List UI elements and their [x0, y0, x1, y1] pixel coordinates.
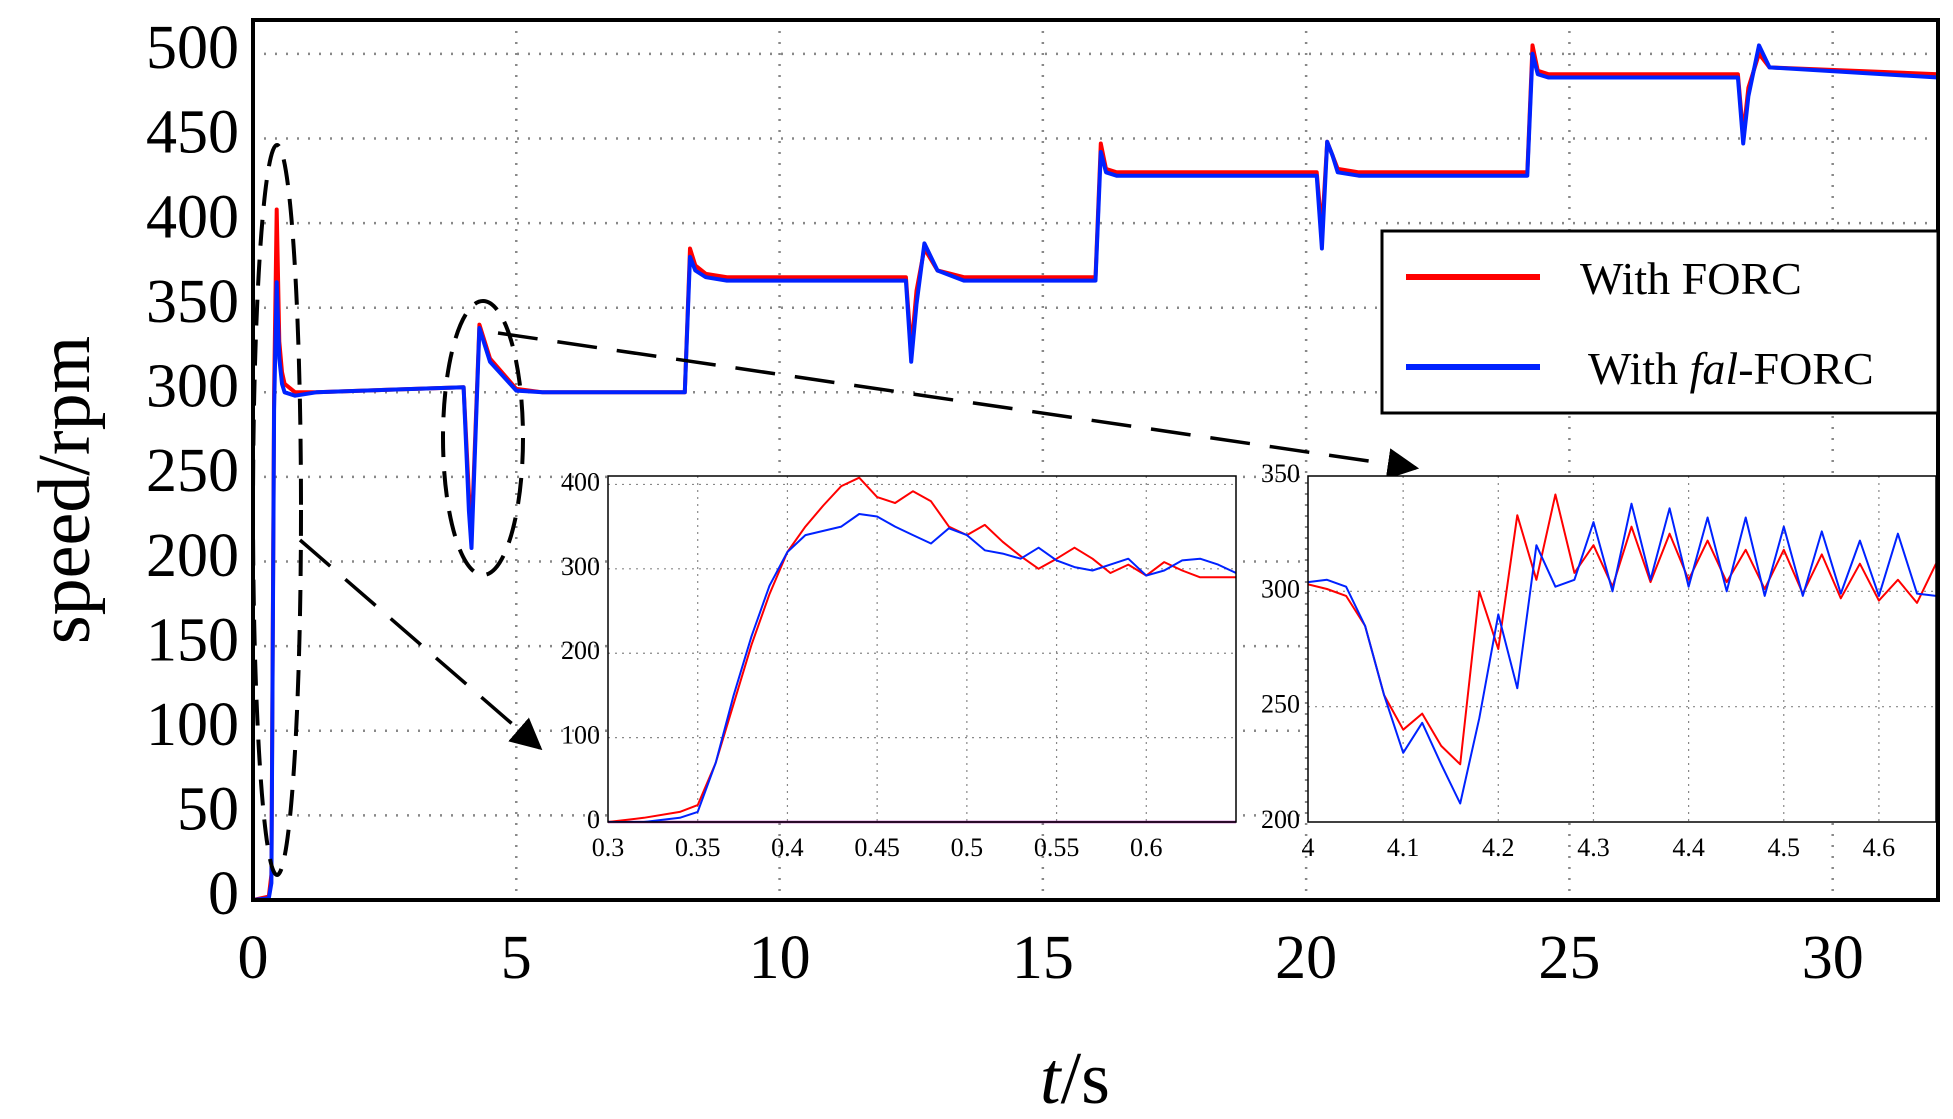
inset-disturbance-x-tick-label: 4.2 [1482, 833, 1515, 862]
legend-label-suffix: -FORC [1738, 343, 1873, 394]
inset-startup-y-tick-label: 200 [561, 636, 600, 665]
inset-disturbance-y-tick-label: 200 [1261, 805, 1300, 834]
main-y-tick-label: 300 [146, 353, 239, 421]
y-axis-label: speed/rpm [24, 336, 106, 644]
inset-disturbance-x-tick-label: 4.3 [1577, 833, 1610, 862]
legend-label-italic: fal [1690, 343, 1739, 394]
callout-arrow-startup [298, 538, 543, 751]
inset-startup-series-with-fal-forc [608, 513, 1236, 822]
main-y-tick-label: 400 [146, 183, 239, 251]
x-axis-label-unit: /s [1061, 1038, 1110, 1119]
main-x-tick-label: 10 [749, 924, 811, 992]
inset-disturbance-frame [1307, 475, 1937, 823]
inset-disturbance-x-tick-label: 4.1 [1387, 833, 1420, 862]
zoom-ellipse-disturbance [441, 299, 525, 577]
inset-startup-y-tick-label: 100 [561, 721, 600, 750]
inset-startup-y-tick-label: 400 [561, 467, 600, 496]
inset-startup-series-with-forc [608, 476, 1236, 822]
inset-disturbance: 4 4.1 4.2 4.3 4.4 4.5 4.6 200 250 300 350 [1261, 459, 1937, 862]
main-y-tick-label: 100 [146, 691, 239, 759]
inset-startup: 0.3 0.35 0.4 0.45 0.5 0.55 0.6 0 100 200 300 400 [561, 467, 1237, 862]
inset-disturbance-series [1308, 493, 1936, 805]
callout-arrow-disturbance [497, 331, 1420, 480]
main-y-tick-label: 150 [146, 606, 239, 674]
inset-disturbance-x-tick-label: 4.4 [1672, 833, 1705, 862]
main-y-tick-label: 200 [146, 522, 239, 590]
inset-startup-x-tick-label: 0.45 [854, 833, 900, 862]
main-ticks: 0 5 10 15 20 25 300501001502002503003504004505… [146, 14, 1864, 992]
inset-disturbance-ticks: 4 4.1 4.2 4.3 4.4 4.5 4.6 200 250 300 350 [1261, 459, 1895, 862]
main-y-tick-label: 50 [177, 776, 239, 844]
legend: With FORC With fal-FORC [1380, 229, 1940, 415]
inset-startup-x-tick-label: 0.4 [771, 833, 804, 862]
inset-startup-y-tick-label: 300 [561, 552, 600, 581]
legend-label-with-forc-text: With FORC [1580, 253, 1802, 304]
main-y-tick-label: 250 [146, 437, 239, 505]
main-x-tick-label: 15 [1012, 924, 1074, 992]
inset-startup-y-tick-label: 0 [587, 805, 600, 834]
main-x-tick-label: 20 [1275, 924, 1337, 992]
inset-disturbance-y-tick-label: 350 [1261, 459, 1300, 488]
inset-disturbance-series-with-fal-forc [1308, 502, 1936, 805]
inset-startup-series [608, 476, 1236, 822]
inset-disturbance-x-tick-label: 4.6 [1863, 833, 1896, 862]
main-x-tick-label: 0 [238, 924, 269, 992]
inset-startup-x-tick-label: 0.6 [1130, 833, 1163, 862]
x-axis-label-var: t [1040, 1038, 1063, 1119]
main-x-tick-label: 30 [1802, 924, 1864, 992]
main-grid [253, 20, 1938, 900]
inset-startup-ticks: 0.3 0.35 0.4 0.45 0.5 0.55 0.6 0 100 200 300 400 [561, 467, 1163, 862]
inset-startup-x-tick-label: 0.35 [675, 833, 721, 862]
main-series-with-fal-forc [253, 43, 1938, 900]
inset-startup-x-tick-label: 0.5 [951, 833, 984, 862]
inset-startup-frame [607, 475, 1237, 823]
inset-disturbance-x-tick-label: 4.5 [1768, 833, 1801, 862]
inset-disturbance-series-with-forc [1308, 493, 1936, 766]
main-x-tick-label: 5 [501, 924, 532, 992]
legend-label-prefix: With [1588, 343, 1690, 394]
inset-disturbance-grid [1308, 476, 1936, 822]
main-x-tick-label: 25 [1538, 924, 1600, 992]
main-y-tick-label: 500 [146, 14, 239, 82]
inset-startup-x-tick-label: 0.55 [1034, 833, 1080, 862]
main-y-tick-label: 350 [146, 268, 239, 336]
legend-label-with-fal-forc: With fal-FORC [1588, 343, 1874, 394]
zoom-ellipse-startup [251, 143, 303, 877]
x-axis-label: t/s [1040, 1038, 1110, 1119]
main-y-tick-label: 0 [208, 860, 239, 928]
zoom-callouts [251, 143, 1420, 877]
inset-disturbance-y-tick-label: 300 [1261, 574, 1300, 603]
inset-startup-grid [608, 476, 1236, 822]
legend-label-with-forc: With FORC [1580, 253, 1802, 304]
inset-disturbance-y-tick-label: 250 [1261, 690, 1300, 719]
inset-startup-x-tick-label: 0.3 [592, 833, 625, 862]
inset-disturbance-x-tick-label: 4 [1302, 833, 1315, 862]
main-series [253, 43, 1938, 900]
main-y-tick-label: 450 [146, 99, 239, 167]
inset-disturbance-background [1308, 476, 1936, 822]
legend-box [1380, 229, 1940, 415]
inset-startup-background [608, 476, 1236, 822]
